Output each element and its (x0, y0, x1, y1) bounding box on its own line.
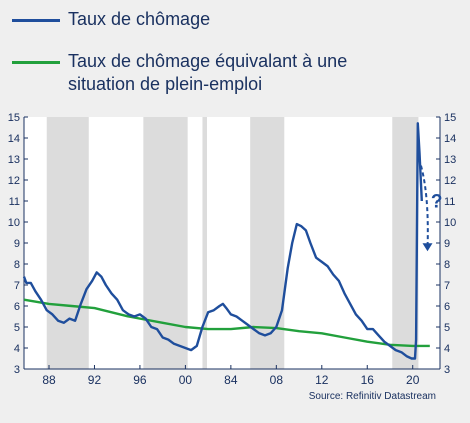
x-tick-label: 84 (224, 373, 238, 387)
x-tick-label: 20 (406, 373, 420, 387)
y-tick-label-left: 12 (8, 175, 20, 187)
y-tick-label-left: 4 (14, 343, 20, 355)
series-line-full-employment (23, 298, 430, 348)
legend-swatch-unemployment (12, 19, 60, 22)
legend-item-full-employment: Taux de chômage équivalant à une situati… (12, 50, 368, 96)
y-tick-label-right: 13 (444, 154, 456, 166)
y-tick-label-right: 12 (444, 175, 456, 187)
y-tick-label-right: 15 (444, 112, 456, 124)
x-tick-label: 88 (42, 373, 56, 387)
legend-item-unemployment: Taux de chômage (12, 8, 210, 31)
series-line-unemployment (22, 122, 423, 360)
y-tick-label-left: 9 (14, 238, 20, 250)
y-tick-label-right: 6 (444, 301, 450, 313)
recession-band-4 (392, 117, 419, 369)
y-tick-label-left: 6 (14, 301, 20, 313)
recession-band-2 (202, 117, 207, 369)
annotation-arrow (418, 158, 429, 250)
y-tick-label-left: 3 (14, 364, 20, 376)
x-tick-label: 16 (361, 373, 375, 387)
x-tick-label: 92 (88, 373, 102, 387)
y-tick-label-right: 4 (444, 343, 450, 355)
annotation-question-mark: ? (431, 191, 443, 212)
x-tick-label: 00 (179, 373, 193, 387)
y-tick-label-left: 13 (8, 154, 20, 166)
y-tick-label-left: 14 (8, 133, 20, 145)
recession-band-0 (46, 117, 89, 369)
y-tick-label-right: 9 (444, 238, 450, 250)
y-tick-label-left: 11 (9, 196, 20, 208)
y-tick-label-left: 10 (8, 217, 20, 229)
y-tick-label-right: 10 (444, 217, 456, 229)
plot-area (24, 117, 440, 369)
x-tick-label: 12 (315, 373, 329, 387)
x-tick-label: 96 (133, 373, 147, 387)
source-note: Source: Refinitiv Datastream (309, 391, 436, 402)
legend-label-full-employment: Taux de chômage équivalant à une situati… (68, 51, 348, 94)
y-tick-label-right: 8 (444, 259, 450, 271)
annotation-arrow-head (422, 243, 433, 252)
y-tick-label-right: 3 (444, 364, 450, 376)
y-tick-label-right: 7 (444, 280, 450, 292)
y-tick-label-right: 14 (444, 133, 456, 145)
x-tick-label: 08 (270, 373, 284, 387)
y-tick-label-left: 5 (14, 322, 20, 334)
legend-swatch-full-employment (12, 61, 60, 64)
y-tick-label-left: 7 (14, 280, 20, 292)
y-tick-label-right: 11 (444, 196, 455, 208)
y-tick-label-left: 15 (8, 112, 20, 124)
legend-label-unemployment: Taux de chômage (68, 9, 211, 29)
y-tick-label-right: 5 (444, 322, 450, 334)
y-tick-label-left: 8 (14, 259, 20, 271)
recession-band-1 (143, 117, 188, 369)
